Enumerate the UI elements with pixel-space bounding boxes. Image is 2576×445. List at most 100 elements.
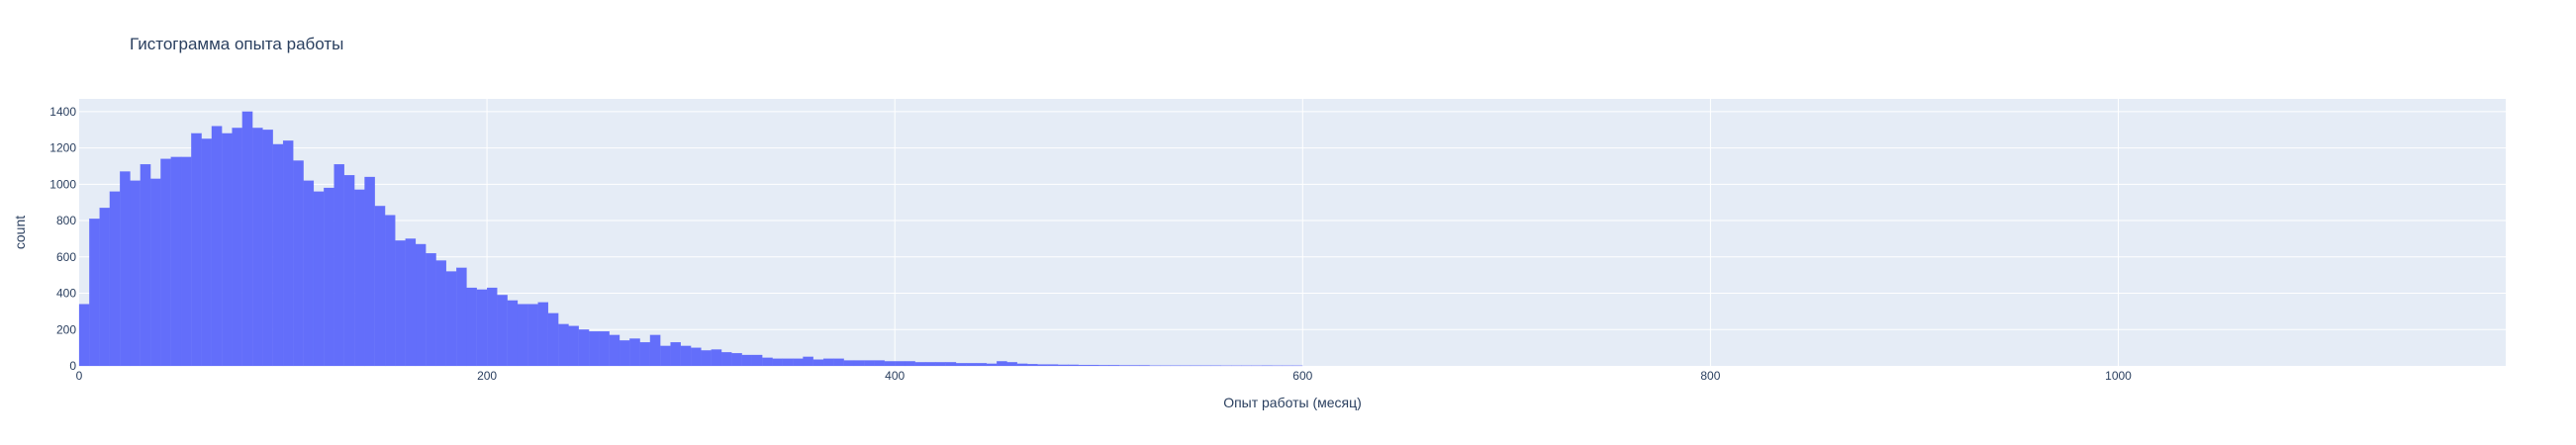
- x-tick-label: 0: [76, 369, 83, 383]
- histogram-bar: [109, 191, 121, 367]
- histogram-bar: [354, 189, 365, 367]
- histogram-bar: [680, 345, 692, 367]
- histogram-bar: [150, 178, 161, 367]
- histogram-bar: [762, 357, 773, 367]
- histogram-bar: [324, 187, 334, 367]
- histogram-bar: [589, 331, 600, 367]
- x-tick-label: 1000: [2105, 369, 2132, 383]
- x-tick-label: 400: [885, 369, 905, 383]
- histogram-bar: [487, 287, 498, 367]
- histogram-bar: [833, 358, 844, 367]
- histogram-bar: [1118, 365, 1130, 367]
- histogram-bar: [578, 329, 590, 367]
- histogram-bar: [751, 354, 763, 367]
- histogram-bar: [701, 350, 712, 367]
- histogram-bar: [476, 289, 488, 367]
- histogram-bar: [537, 302, 549, 367]
- histogram-bar: [914, 362, 926, 367]
- histogram-bar: [517, 304, 528, 367]
- y-tick-label: 800: [56, 214, 76, 227]
- x-tick-label: 600: [1292, 369, 1312, 383]
- histogram-bar: [599, 331, 610, 367]
- histogram-bar: [1088, 364, 1099, 367]
- histogram-bar: [812, 359, 824, 367]
- x-tick-label: 200: [477, 369, 497, 383]
- histogram-bar: [426, 253, 436, 367]
- histogram-bar: [89, 219, 100, 367]
- y-tick-label: 1200: [49, 141, 76, 155]
- histogram-bar: [609, 334, 620, 367]
- histogram-bar: [629, 338, 640, 367]
- histogram-bar: [303, 180, 315, 367]
- histogram-bar: [884, 361, 896, 367]
- histogram-bar: [99, 208, 111, 367]
- histogram-bar: [211, 126, 223, 367]
- histogram-bar: [711, 349, 722, 367]
- histogram-bar: [445, 271, 457, 367]
- histogram-bar: [1057, 364, 1069, 367]
- histogram-bar: [241, 111, 253, 367]
- histogram-bar: [313, 191, 325, 367]
- histogram-bar: [191, 133, 202, 367]
- histogram-bar: [558, 323, 569, 367]
- chart-title: Гистограмма опыта работы: [130, 35, 343, 53]
- histogram-bar: [945, 362, 957, 367]
- histogram-bar: [395, 240, 406, 367]
- histogram-bar: [895, 361, 906, 367]
- histogram-bar: [374, 206, 386, 367]
- histogram-bar: [120, 171, 131, 367]
- histogram-bar: [282, 140, 294, 367]
- histogram-bar: [343, 175, 355, 367]
- histogram-bar: [272, 143, 284, 367]
- histogram-bar: [180, 156, 192, 367]
- histogram-bar: [772, 358, 783, 367]
- histogram-bar: [507, 300, 519, 367]
- histogram-bar: [864, 360, 875, 367]
- histogram-bar: [874, 360, 885, 367]
- histogram-bar: [741, 354, 753, 367]
- histogram-bar: [720, 352, 732, 367]
- y-axis-ticks: 0 200 400 600 800 1000 1200 1400: [49, 105, 76, 373]
- histogram-bar: [1016, 363, 1028, 367]
- histogram-bar: [130, 180, 141, 367]
- histogram-bar: [822, 358, 834, 367]
- histogram-bar: [466, 287, 477, 367]
- histogram-bar: [201, 138, 213, 367]
- histogram-bar: [1108, 365, 1119, 367]
- histogram-bar: [232, 128, 242, 367]
- histogram-bar: [384, 215, 396, 367]
- y-tick-label: 1000: [49, 177, 76, 191]
- histogram-bar: [435, 260, 446, 367]
- x-tick-label: 800: [1700, 369, 1720, 383]
- histogram-bar: [1037, 364, 1048, 367]
- histogram-bar: [966, 363, 977, 367]
- histogram-bar: [691, 347, 702, 367]
- histogram-bar: [731, 353, 742, 367]
- histogram-bar: [1098, 365, 1109, 367]
- histogram-bar: [527, 304, 538, 367]
- histogram-bar: [160, 158, 171, 367]
- y-tick-label: 1400: [49, 105, 76, 119]
- y-axis-title: count: [12, 216, 28, 249]
- x-axis-ticks: 0 200 400 600 800 1000: [76, 369, 2133, 383]
- histogram-bar: [955, 363, 967, 367]
- histogram-bar: [222, 133, 233, 367]
- y-tick-label: 200: [56, 322, 76, 336]
- histogram-bar: [415, 243, 427, 367]
- histogram-bar: [293, 160, 304, 367]
- histogram-bar: [1068, 364, 1079, 367]
- x-axis-title: Опыт работы (месяц): [1223, 395, 1362, 410]
- histogram-bar: [568, 325, 579, 367]
- histogram-bar: [547, 312, 559, 367]
- histogram-bar: [1047, 364, 1059, 367]
- histogram-bar: [639, 342, 651, 367]
- histogram-bar: [649, 334, 661, 367]
- histogram-bar: [497, 295, 508, 367]
- histogram-bar: [1078, 364, 1090, 367]
- histogram-bar: [1027, 364, 1038, 367]
- grid-lines: [79, 99, 2506, 366]
- histogram-bar: [78, 304, 90, 367]
- histogram-bar: [986, 363, 998, 367]
